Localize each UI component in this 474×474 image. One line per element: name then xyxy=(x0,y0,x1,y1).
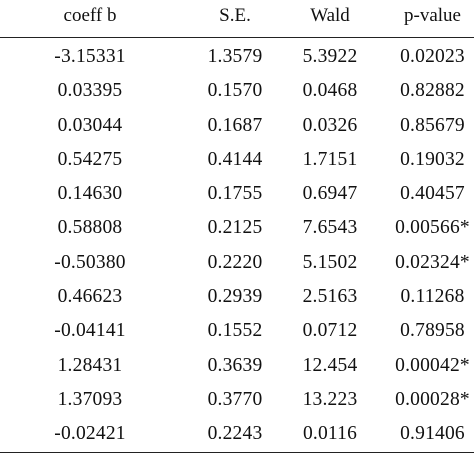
wald-cell: 2.5163 xyxy=(302,286,358,308)
table-row: -3.15331 1.3579 5.3922 0.02023 xyxy=(0,38,474,72)
wald-cell: 1.7151 xyxy=(302,148,358,170)
coeff-cell: 0.58808 xyxy=(57,217,123,239)
coeff-cell: 1.37093 xyxy=(57,388,123,410)
se-cell: 0.1552 xyxy=(207,320,263,342)
coeff-cell: 0.14630 xyxy=(57,183,123,205)
wald-cell: 7.6543 xyxy=(302,217,358,239)
se-cell: 0.4144 xyxy=(207,148,263,170)
table-row: 1.37093 0.3770 13.223 0.00028* xyxy=(0,381,474,415)
se-cell: 0.3770 xyxy=(207,388,263,410)
se-cell: 0.2125 xyxy=(207,217,263,239)
coeff-cell: 0.03044 xyxy=(57,114,123,136)
coeff-cell: 0.46623 xyxy=(57,286,123,308)
header-wald: Wald xyxy=(310,5,350,26)
table-row: -0.50380 0.2220 5.1502 0.02324* xyxy=(0,244,474,278)
wald-cell: 12.454 xyxy=(302,354,358,376)
p-value-cell: 0.00028* xyxy=(395,388,470,410)
p-value-cell: 0.02023 xyxy=(400,46,465,67)
wald-cell: 0.0468 xyxy=(302,80,358,102)
p-value-cell: 0.00566* xyxy=(395,217,470,239)
se-cell: 1.3579 xyxy=(207,46,263,67)
wald-cell: 0.0326 xyxy=(302,114,358,136)
p-value-cell: 0.82882 xyxy=(400,80,465,102)
table-row: 0.03395 0.1570 0.0468 0.82882 xyxy=(0,72,474,106)
regression-table: coeff b S.E. Wald p-value -3.15331 1.357… xyxy=(0,0,474,453)
header-p-value: p-value xyxy=(404,5,461,26)
se-cell: 0.1687 xyxy=(207,114,263,136)
wald-cell: 0.0116 xyxy=(302,423,358,445)
bottom-rule xyxy=(0,452,474,453)
table-row: -0.04141 0.1552 0.0712 0.78958 xyxy=(0,312,474,346)
table-row: 0.14630 0.1755 0.6947 0.40457 xyxy=(0,175,474,209)
coeff-cell: -3.15331 xyxy=(54,46,126,67)
table-row: 0.03044 0.1687 0.0326 0.85679 xyxy=(0,107,474,141)
wald-cell: 13.223 xyxy=(302,388,358,410)
p-value-cell: 0.02324* xyxy=(395,251,470,273)
table-row: 0.46623 0.2939 2.5163 0.11268 xyxy=(0,278,474,312)
p-value-cell: 0.78958 xyxy=(400,320,465,342)
coeff-cell: 1.28431 xyxy=(57,354,123,376)
table-row: 0.54275 0.4144 1.7151 0.19032 xyxy=(0,141,474,175)
table-header: coeff b S.E. Wald p-value xyxy=(0,0,474,38)
coeff-cell: -0.02421 xyxy=(54,423,126,445)
coeff-cell: -0.50380 xyxy=(54,251,126,273)
header-se: S.E. xyxy=(219,5,251,26)
se-cell: 0.2220 xyxy=(207,251,263,273)
wald-cell: 5.1502 xyxy=(302,251,358,273)
wald-cell: 0.0712 xyxy=(302,320,358,342)
p-value-cell: 0.40457 xyxy=(400,183,465,205)
p-value-cell: 0.11268 xyxy=(400,286,465,308)
table-row: 1.28431 0.3639 12.454 0.00042* xyxy=(0,347,474,381)
wald-cell: 5.3922 xyxy=(302,46,358,67)
table-row: 0.58808 0.2125 7.6543 0.00566* xyxy=(0,209,474,243)
wald-cell: 0.6947 xyxy=(302,183,358,205)
table-body: -3.15331 1.3579 5.3922 0.02023 0.03395 0… xyxy=(0,38,474,450)
se-cell: 0.2243 xyxy=(207,423,263,445)
se-cell: 0.1755 xyxy=(207,183,263,205)
table-row: -0.02421 0.2243 0.0116 0.91406 xyxy=(0,415,474,449)
header-coeff-b: coeff b xyxy=(63,5,117,26)
p-value-cell: 0.91406 xyxy=(400,423,465,445)
p-value-cell: 0.19032 xyxy=(400,148,465,170)
coeff-cell: 0.54275 xyxy=(57,148,123,170)
p-value-cell: 0.00042* xyxy=(395,354,470,376)
se-cell: 0.2939 xyxy=(207,286,263,308)
se-cell: 0.3639 xyxy=(207,354,263,376)
coeff-cell: 0.03395 xyxy=(57,80,123,102)
coeff-cell: -0.04141 xyxy=(54,320,126,342)
se-cell: 0.1570 xyxy=(207,80,263,102)
p-value-cell: 0.85679 xyxy=(400,114,465,136)
